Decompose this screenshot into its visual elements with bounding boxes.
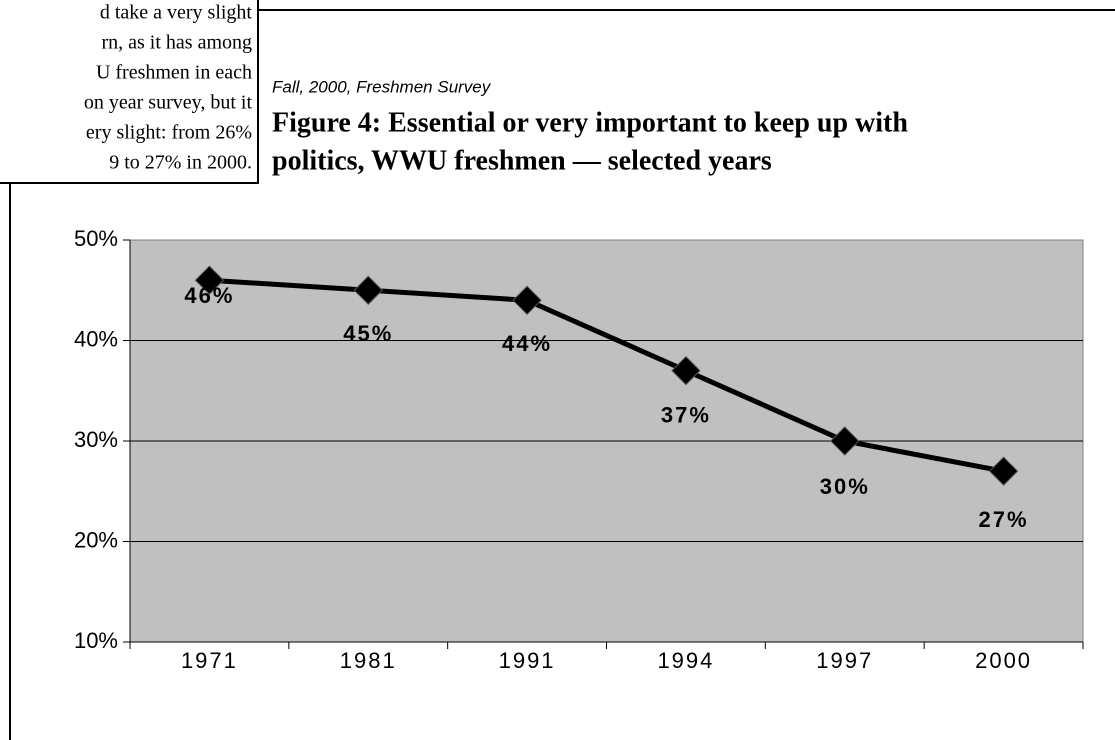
data-label: 44% xyxy=(502,331,552,356)
y-tick-label: 10% xyxy=(74,628,118,653)
x-tick-label: 1991 xyxy=(499,648,556,673)
chart-title: politics, WWU freshmen — selected years xyxy=(272,145,772,176)
chart: 10% 20% 30% 40% 50% 1971 1981 1991 1994 1997 2000 4… xyxy=(74,226,1084,673)
data-marker xyxy=(830,426,860,456)
text-box xyxy=(0,0,259,184)
data-line xyxy=(209,277,1005,474)
x-tick-label: 1997 xyxy=(816,648,873,673)
y-tick-label: 40% xyxy=(74,326,118,351)
chart-subtitle: Fall, 2000, Freshmen Survey xyxy=(272,77,492,96)
data-label: 46% xyxy=(184,283,234,308)
text-box-line: U freshmen in each xyxy=(96,62,252,84)
data-marker xyxy=(353,275,383,305)
x-tick-label: 2000 xyxy=(975,648,1032,673)
data-marker xyxy=(988,456,1019,486)
x-tick-label: 1971 xyxy=(181,648,238,673)
text-box-line: on year survey, but it xyxy=(84,92,253,114)
x-tick-label: 1981 xyxy=(340,648,397,673)
text-box-line: 9 to 27% in 2000. xyxy=(109,152,252,174)
data-label: 30% xyxy=(820,474,870,499)
data-label: 27% xyxy=(979,507,1029,532)
data-marker xyxy=(512,285,542,316)
y-tick-label: 50% xyxy=(74,226,118,251)
y-tick-label: 30% xyxy=(74,427,118,452)
y-tick-label: 20% xyxy=(74,527,118,552)
data-marker xyxy=(671,355,701,386)
data-label: 37% xyxy=(661,402,711,427)
text-box-line: rn, as it has among xyxy=(101,32,252,54)
text-box-line: d take a very slight xyxy=(100,2,253,24)
data-marker xyxy=(194,265,225,295)
text-box-lines: d take a very slight rn, as it has among U… xyxy=(84,2,253,174)
text-box-line: ery slight: from 26% xyxy=(86,122,252,144)
data-label: 45% xyxy=(343,321,393,346)
x-tick-label: 1994 xyxy=(657,648,714,673)
chart-title: Figure 4: Essential or very important to… xyxy=(272,107,908,138)
